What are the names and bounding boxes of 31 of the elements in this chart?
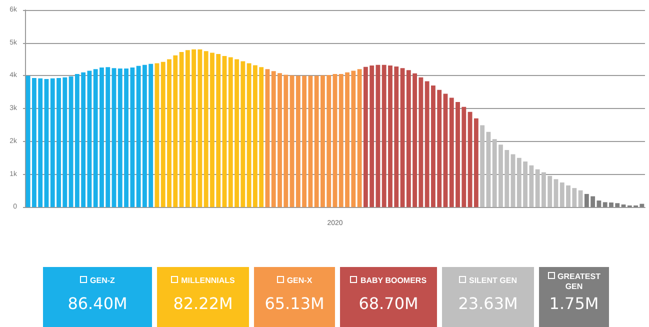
bar [68,76,74,208]
legend-card: MILLENNIALS 82.22M [157,267,249,327]
bar [510,154,516,208]
bar [154,63,160,208]
legend-label: GEN-X [286,276,312,285]
bar [290,75,294,208]
legend-label: GEN-Z [90,276,115,285]
bar [486,132,491,208]
bar [578,190,583,208]
legend-card: BABY BOOMERS 68.70M [340,267,437,327]
bar [222,56,227,208]
legend-label: MILLENNIALS [181,276,235,285]
bar [596,200,602,208]
legend-label: BABY BOOMERS [360,276,427,285]
bar [554,179,558,208]
legend-card: GEN-X 65.13M [254,267,335,327]
legend-card: SILENT GEN 23.63M [442,267,534,327]
bar [376,64,380,208]
bar [400,68,405,208]
bar [443,94,448,208]
bar [44,78,49,208]
bar [332,74,338,208]
bar [357,69,362,208]
legend-label: GREATEST GEN [558,272,600,291]
bar [480,125,485,208]
bar [112,68,116,208]
bar [265,69,270,208]
legend-card: GREATEST GEN 1.75M [539,267,609,327]
legend-card: GEN-Z 86.40M [43,267,152,327]
bar [179,52,184,208]
legend-label: SILENT GEN [468,276,517,285]
